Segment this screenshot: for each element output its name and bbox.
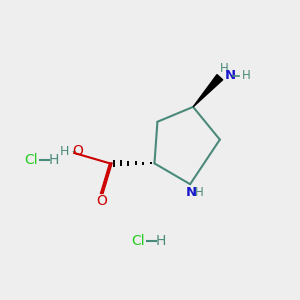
Text: Cl: Cl [24,153,38,167]
Text: Cl: Cl [131,234,145,248]
Text: H: H [242,69,251,82]
Text: H: H [156,234,166,248]
Text: O: O [96,194,107,208]
Text: O: O [73,145,83,158]
Polygon shape [193,75,223,107]
Text: N: N [224,69,236,82]
Text: -: - [71,145,76,158]
Text: H: H [195,186,203,199]
Text: H: H [220,62,229,75]
Text: H: H [59,145,69,158]
Text: H: H [49,153,59,167]
Text: N: N [186,186,197,199]
